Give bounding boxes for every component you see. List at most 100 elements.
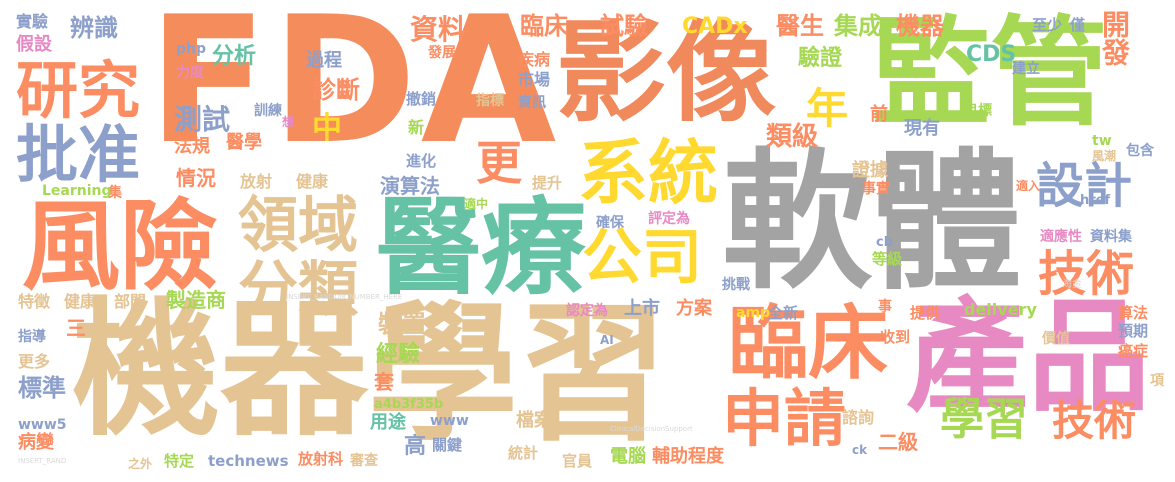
word-learning: 學習 — [368, 288, 669, 462]
word-plan: 方案 — [676, 298, 712, 319]
word-training: 訓練 — [254, 103, 282, 119]
word-gold-rush: 淘金 — [1062, 279, 1082, 290]
word-adaptive: 適應性 — [1040, 229, 1082, 245]
word-process: 過程 — [306, 50, 342, 71]
word-doctor: 醫生 — [776, 12, 824, 40]
word-specific: 特定 — [164, 452, 195, 470]
word-evidence: 證據 — [852, 160, 888, 181]
word-lesion: 病變 — [18, 432, 54, 453]
word-strength: 力度 — [176, 65, 204, 81]
word-review: 審查 — [350, 453, 378, 469]
word-test: 測試 — [174, 103, 231, 136]
word-only: 僅 — [1070, 16, 1086, 34]
word-machine: 機器 — [72, 284, 368, 456]
word-moderate: 適中 — [464, 197, 489, 211]
word-technews: technews — [208, 452, 289, 470]
word-diagnosis: 診斷 — [312, 76, 360, 104]
word-improve: 提升 — [532, 174, 563, 192]
word-existing: 現有 — [904, 118, 940, 139]
word-rated-as: 評定為 — [648, 211, 690, 227]
word-analysis: 分析 — [212, 44, 257, 69]
word-department: 部門 — [114, 292, 147, 311]
word-collection: 集 — [108, 185, 122, 201]
word-situation: 情況 — [176, 166, 216, 190]
word-class-two: 二級 — [878, 430, 918, 454]
word-key: 關鍵 — [432, 436, 463, 454]
word-insert-random: INSERT_RANDOM_NUMBER_HERE — [286, 293, 403, 301]
word-amp: amp — [736, 305, 771, 321]
word-computer: 電腦 — [610, 446, 646, 467]
word-regulation: 監管 — [872, 4, 1109, 142]
word-year: 年 — [806, 84, 849, 133]
word-learning-en: Learning — [42, 183, 112, 199]
word-three: 三 — [66, 316, 86, 340]
word-build: 建立 — [1012, 61, 1040, 77]
word-assist-level: 輔助程度 — [652, 446, 724, 467]
word-listing: 上市 — [624, 298, 660, 319]
word-algorithm: 演算法 — [380, 174, 440, 198]
word-ck: ck — [852, 443, 868, 457]
word-experience: 經驗 — [376, 342, 421, 367]
word-integration: 集成 — [834, 12, 882, 40]
word-identified-as: 認定為 — [566, 303, 608, 319]
word-at-least: 至少 — [1032, 16, 1063, 34]
word-middle: 中 — [312, 111, 342, 146]
word-use: 用途 — [370, 412, 406, 433]
word-class-level: 類級 — [766, 122, 819, 152]
word-clinical-small: 臨床 — [520, 12, 568, 40]
word-clinical-decision-support: ClinicalDecisionSupport — [610, 425, 693, 433]
word-www5: www5 — [18, 417, 67, 433]
word-php: php — [176, 41, 207, 57]
word-data: 資料 — [410, 13, 467, 46]
word-medicine: 醫學 — [226, 132, 262, 153]
word-challenge: 挑戰 — [722, 277, 750, 293]
word-technology: 技術 — [1038, 246, 1135, 302]
word-ai: AI — [600, 333, 614, 347]
word-delivery: delivery — [964, 300, 1037, 319]
word-fda: FDA — [148, 0, 561, 183]
word-value: 價值 — [1042, 331, 1070, 347]
word-application: 申請 — [722, 382, 847, 455]
word-algo: 算法 — [1118, 304, 1149, 322]
word-tw: tw — [1092, 133, 1112, 149]
word-high: 高 — [404, 434, 427, 459]
word-statistics: 統計 — [508, 444, 539, 462]
word-file: 檔案 — [516, 410, 552, 431]
word-learning-small: 學習 — [940, 394, 1028, 445]
word-clinical: 臨床 — [728, 297, 888, 390]
word-health-2: 健康 — [64, 292, 97, 311]
word-standard: 標準 — [18, 374, 66, 402]
word-more: 更 — [476, 136, 522, 190]
word-classification: 分類 — [238, 255, 358, 325]
word-regulations: 法規 — [174, 136, 210, 157]
word-dataset: 資料集 — [1090, 229, 1132, 245]
word-revoke: 撤銷 — [406, 90, 437, 108]
word-risk: 風險 — [22, 190, 219, 304]
word-cb: cb — [876, 235, 894, 250]
word-research: 研究 — [16, 54, 141, 127]
word-think: 想 — [282, 115, 295, 129]
word-product: 產品 — [906, 286, 1150, 428]
word-market: 市場 — [518, 70, 551, 89]
word-design: 設計 — [1036, 158, 1133, 214]
word-hypothesis: 假設 — [16, 34, 52, 55]
word-consult: 諮詢 — [842, 408, 875, 427]
word-trend: 風潮 — [1092, 149, 1117, 163]
word-include: 包含 — [1126, 143, 1154, 159]
word-machine-small: 機器 — [896, 12, 944, 40]
word-technology-2: 技術 — [1052, 396, 1137, 445]
word-set: 套 — [374, 370, 394, 394]
word-experiment: 實驗 — [16, 12, 49, 31]
word-info: 資訊 — [518, 95, 546, 111]
word-imaging: 影像 — [556, 9, 776, 137]
word-health: 健康 — [296, 172, 329, 191]
word-develop: 開發 — [1098, 10, 1131, 66]
word-evolution: 進化 — [406, 152, 437, 170]
word-received: 收到 — [880, 328, 911, 346]
word-cadx: CADx — [682, 14, 748, 39]
word-ensure: 確保 — [596, 215, 624, 231]
word-device: 裝置 — [378, 310, 426, 338]
word-hash: a4b3f35b — [374, 397, 444, 412]
word-indicator: 指標 — [476, 93, 504, 109]
